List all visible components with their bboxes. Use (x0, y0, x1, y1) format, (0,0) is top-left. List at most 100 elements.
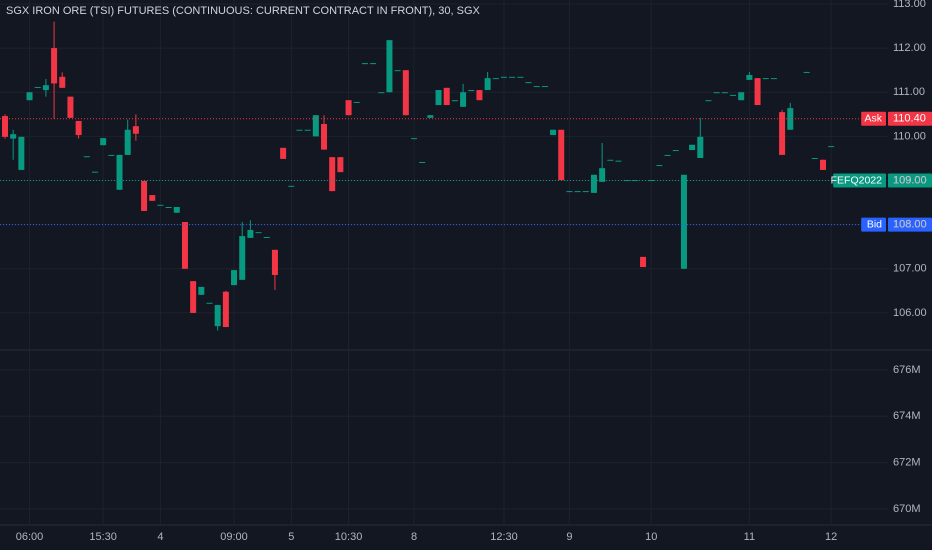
candle-body (296, 129, 303, 131)
y-tick-label: 113.00 (893, 0, 926, 10)
candle-body (198, 286, 205, 295)
candle-body (664, 154, 671, 156)
candle-body (517, 76, 524, 78)
candle-body (26, 92, 33, 101)
candle-body (288, 185, 295, 187)
x-tick-label: 11 (744, 531, 755, 543)
candle-body (181, 222, 188, 269)
candle-body (247, 229, 254, 238)
candle-body (779, 112, 786, 155)
price-line-value-box (888, 173, 932, 188)
candle-body (157, 204, 164, 206)
candle-body (116, 154, 123, 190)
candle-body (623, 180, 630, 182)
candle-body (550, 129, 557, 136)
x-tick-label: 06:00 (16, 531, 44, 543)
candle-body (149, 195, 156, 201)
candle-body (304, 129, 311, 131)
candle-body (730, 94, 737, 96)
candle-body (59, 76, 66, 88)
candle-body (34, 86, 41, 88)
candle-body (427, 115, 434, 118)
candle-body (680, 174, 687, 269)
candle-body (656, 165, 663, 167)
candle-body (820, 159, 826, 170)
y-tick-label: 107.00 (893, 263, 927, 275)
candle-body (280, 147, 287, 159)
candle-body (361, 63, 368, 65)
y2-tick-label: 672M (893, 457, 921, 469)
x-tick-label: 4 (157, 531, 163, 543)
candle-body (18, 136, 25, 170)
candle-body (214, 304, 221, 327)
candle-body (2, 116, 8, 137)
candle-body (640, 256, 647, 268)
candle-body (206, 302, 213, 304)
price-line-value: 108.00 (893, 219, 927, 231)
candle-body (91, 171, 98, 173)
candle-body (386, 40, 393, 93)
candle-body (607, 159, 614, 161)
candle-body (345, 100, 352, 116)
candle-body (10, 134, 17, 139)
x-tick-label: 12:30 (490, 531, 518, 543)
candle-body (370, 63, 377, 65)
candle-body (525, 82, 532, 84)
candle-body (190, 281, 197, 313)
candle-body (231, 270, 238, 286)
price-line-value-box (888, 217, 932, 232)
candle-body (509, 76, 516, 78)
candle-body (599, 168, 606, 182)
candle-body (672, 150, 679, 152)
candle-body (705, 100, 712, 102)
candle-body (476, 90, 483, 101)
y-tick-label: 108.00 (893, 219, 927, 231)
candle-body (631, 180, 638, 182)
x-tick-label: 12 (825, 531, 837, 543)
y-tick-label: 106.00 (893, 307, 927, 319)
candle-body (500, 76, 507, 78)
candle-body (541, 86, 548, 88)
candle-body (803, 71, 810, 73)
price-line-name: FEFQ2022 (831, 174, 883, 186)
candle-body (697, 136, 704, 159)
price-line-name-box (833, 173, 886, 188)
candle-body (394, 70, 401, 72)
x-tick-label: 10 (645, 531, 657, 543)
candle-body (746, 75, 753, 80)
candle-body (566, 191, 573, 193)
y2-tick-label: 676M (893, 364, 921, 376)
candle-body (42, 85, 49, 91)
candle-body (165, 206, 172, 208)
x-tick-label: 9 (566, 531, 572, 543)
price-line-value: 109.00 (893, 174, 927, 186)
price-lines: Ask 110.40 FEFQ2022 109.00 Bid 108.00 (0, 111, 932, 232)
candle-body (239, 236, 246, 280)
x-tick-label: 10:30 (335, 531, 363, 543)
candle-body (419, 161, 426, 163)
y-tick-label: 109.00 (893, 174, 927, 186)
candle-body (811, 158, 818, 160)
candle-body (51, 48, 58, 84)
candle-body (173, 206, 180, 213)
candle-body (100, 138, 107, 146)
candle-body (828, 146, 835, 148)
candle-body (329, 157, 336, 192)
candle-body (263, 237, 270, 239)
price-line-name-box (861, 217, 886, 232)
candle-body (590, 174, 597, 193)
price-line-name: Ask (864, 113, 882, 125)
candle-body (124, 129, 131, 155)
candle-body (321, 124, 328, 150)
x-tick-label: 09:00 (220, 531, 248, 543)
candle-body (713, 92, 720, 94)
candle-body (443, 87, 450, 106)
candle-body (762, 78, 769, 80)
candle-body (582, 191, 589, 193)
candle-body (435, 90, 442, 106)
candle-body (460, 92, 467, 107)
candle-body (533, 86, 540, 88)
candle-body (451, 100, 458, 102)
